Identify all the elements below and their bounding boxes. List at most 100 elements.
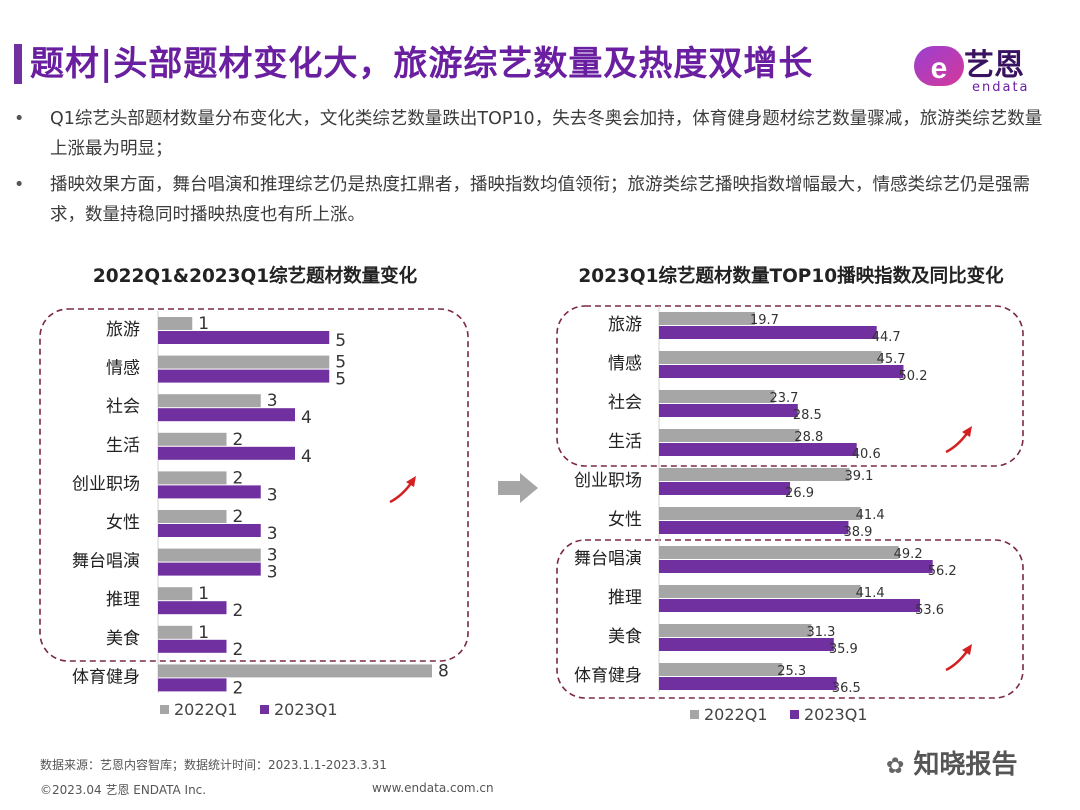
- data-label-2022q1: 2: [233, 430, 244, 450]
- bar-2023q1: [659, 560, 933, 573]
- data-label-2023q1: 35.9: [829, 642, 858, 657]
- data-label-2023q1: 2: [233, 640, 244, 660]
- data-label-2022q1: 31.3: [806, 625, 835, 640]
- category-label: 创业职场: [574, 471, 642, 491]
- data-label-2023q1: 2: [233, 678, 244, 698]
- bar-2022q1: [659, 585, 861, 598]
- bar-2023q1: [659, 404, 798, 417]
- highlight-box: [556, 539, 1024, 699]
- legend-label-2022q1: 2022Q1: [174, 700, 238, 719]
- website-url: www.endata.com.cn: [372, 781, 494, 795]
- data-label-2022q1: 3: [267, 391, 278, 411]
- bullet-marker: •: [14, 109, 25, 129]
- bullet-text: Q1综艺头部题材数量分布变化大，文化类综艺数量跌出TOP10，失去冬奥会加持，体…: [50, 109, 1043, 159]
- category-label: 舞台唱演: [574, 549, 642, 569]
- data-label-2023q1: 28.5: [793, 408, 822, 423]
- bar-2023q1: [158, 446, 295, 460]
- category-label: 社会: [608, 393, 642, 413]
- bar-2022q1: [158, 355, 330, 369]
- data-label-2022q1: 41.4: [856, 586, 885, 601]
- bar-2023q1: [659, 326, 877, 339]
- category-label: 推理: [106, 590, 140, 610]
- legend-label-2022q1: 2022Q1: [704, 705, 768, 724]
- bar-2023q1: [659, 638, 834, 651]
- data-label-2023q1: 2: [233, 601, 244, 621]
- right-arrow-icon: [498, 473, 538, 503]
- data-label-2023q1: 53.6: [915, 603, 944, 618]
- legend-label-2023q1: 2023Q1: [804, 705, 868, 724]
- category-label: 舞台唱演: [72, 552, 140, 572]
- watermark-text: 知晓报告: [913, 750, 1018, 780]
- data-label-2022q1: 3: [267, 546, 278, 566]
- logo-text-en: endata: [972, 80, 1030, 95]
- bar-2023q1: [659, 482, 791, 495]
- data-label-2022q1: 2: [233, 507, 244, 527]
- data-label-2022q1: 19.7: [750, 313, 779, 328]
- legend-label-2023q1: 2023Q1: [274, 700, 338, 719]
- bullet-item: • 播映效果方面，舞台唱演和推理综艺仍是热度扛鼎者，播映指数均值领衔；旅游类综艺…: [14, 170, 1054, 230]
- legend-swatch-2022q1: [160, 705, 169, 714]
- bullet-marker: •: [14, 175, 25, 195]
- data-label-2023q1: 3: [267, 485, 278, 505]
- highlight-box: [556, 305, 1024, 467]
- category-label: 生活: [608, 432, 642, 452]
- data-label-2022q1: 45.7: [877, 352, 906, 367]
- category-label: 情感: [608, 354, 642, 374]
- bar-2023q1: [158, 562, 261, 576]
- bar-2022q1: [158, 664, 432, 678]
- bar-2023q1: [158, 369, 330, 383]
- bar-2023q1: [659, 365, 904, 378]
- category-label: 情感: [106, 359, 140, 379]
- copyright: ©2023.04 艺恩 ENDATA Inc.: [40, 783, 207, 797]
- data-label-2023q1: 5: [335, 331, 346, 351]
- data-label-2022q1: 49.2: [894, 547, 923, 562]
- bar-2022q1: [659, 624, 812, 637]
- legend-swatch-2023q1: [790, 710, 799, 719]
- bullet-text: 播映效果方面，舞台唱演和推理综艺仍是热度扛鼎者，播映指数均值领衔；旅游类综艺播映…: [50, 175, 1030, 225]
- data-label-2022q1: 1: [198, 623, 209, 643]
- data-label-2023q1: 26.9: [785, 486, 814, 501]
- bar-2022q1: [659, 663, 783, 676]
- category-label: 美食: [106, 629, 140, 649]
- data-source: 数据来源：艺恩内容智库；数据统计时间：2023.1.1-2023.3.31: [40, 758, 387, 772]
- data-label-2023q1: 4: [301, 408, 312, 428]
- data-label-2022q1: 28.8: [794, 430, 823, 445]
- endata-logo: e 艺恩 endata: [912, 34, 1072, 98]
- data-label-2022q1: 25.3: [777, 664, 806, 679]
- logo-text-cn: 艺恩: [964, 48, 1024, 83]
- data-label-2023q1: 44.7: [872, 330, 901, 345]
- data-label-2023q1: 38.9: [843, 525, 872, 540]
- data-label-2023q1: 50.2: [899, 369, 928, 384]
- data-label-2023q1: 3: [267, 524, 278, 544]
- bar-2022q1: [659, 429, 800, 442]
- trend-up-arrow-icon: [389, 481, 414, 504]
- data-label-2022q1: 41.4: [856, 508, 885, 523]
- category-label: 生活: [106, 436, 140, 456]
- bar-2023q1: [659, 599, 921, 612]
- highlight-box: [39, 308, 469, 662]
- category-label: 社会: [106, 397, 140, 417]
- trend-up-arrowhead-icon: [406, 476, 416, 487]
- bar-2022q1: [158, 625, 193, 639]
- page-title: 题材|头部题材变化大，旅游综艺数量及热度双增长: [30, 44, 814, 84]
- endata-logo-icon: e: [914, 46, 964, 86]
- bar-2022q1: [158, 587, 193, 601]
- bar-2022q1: [659, 390, 775, 403]
- category-label: 美食: [608, 627, 642, 647]
- bar-2023q1: [659, 677, 837, 690]
- bar-2022q1: [158, 432, 227, 446]
- legend-swatch-2022q1: [690, 710, 699, 719]
- data-label-2022q1: 23.7: [769, 391, 798, 406]
- data-label-2022q1: 1: [198, 314, 209, 334]
- category-label: 女性: [106, 513, 140, 533]
- bar-2023q1: [158, 601, 227, 615]
- category-label: 旅游: [608, 315, 642, 335]
- bar-2023q1: [158, 408, 295, 422]
- data-label-2023q1: 36.5: [832, 681, 861, 696]
- trend-up-arrowhead-icon: [962, 426, 972, 437]
- bar-2023q1: [659, 443, 857, 456]
- data-label-2022q1: 2: [233, 468, 244, 488]
- bar-2022q1: [158, 317, 193, 330]
- category-label: 旅游: [106, 320, 140, 340]
